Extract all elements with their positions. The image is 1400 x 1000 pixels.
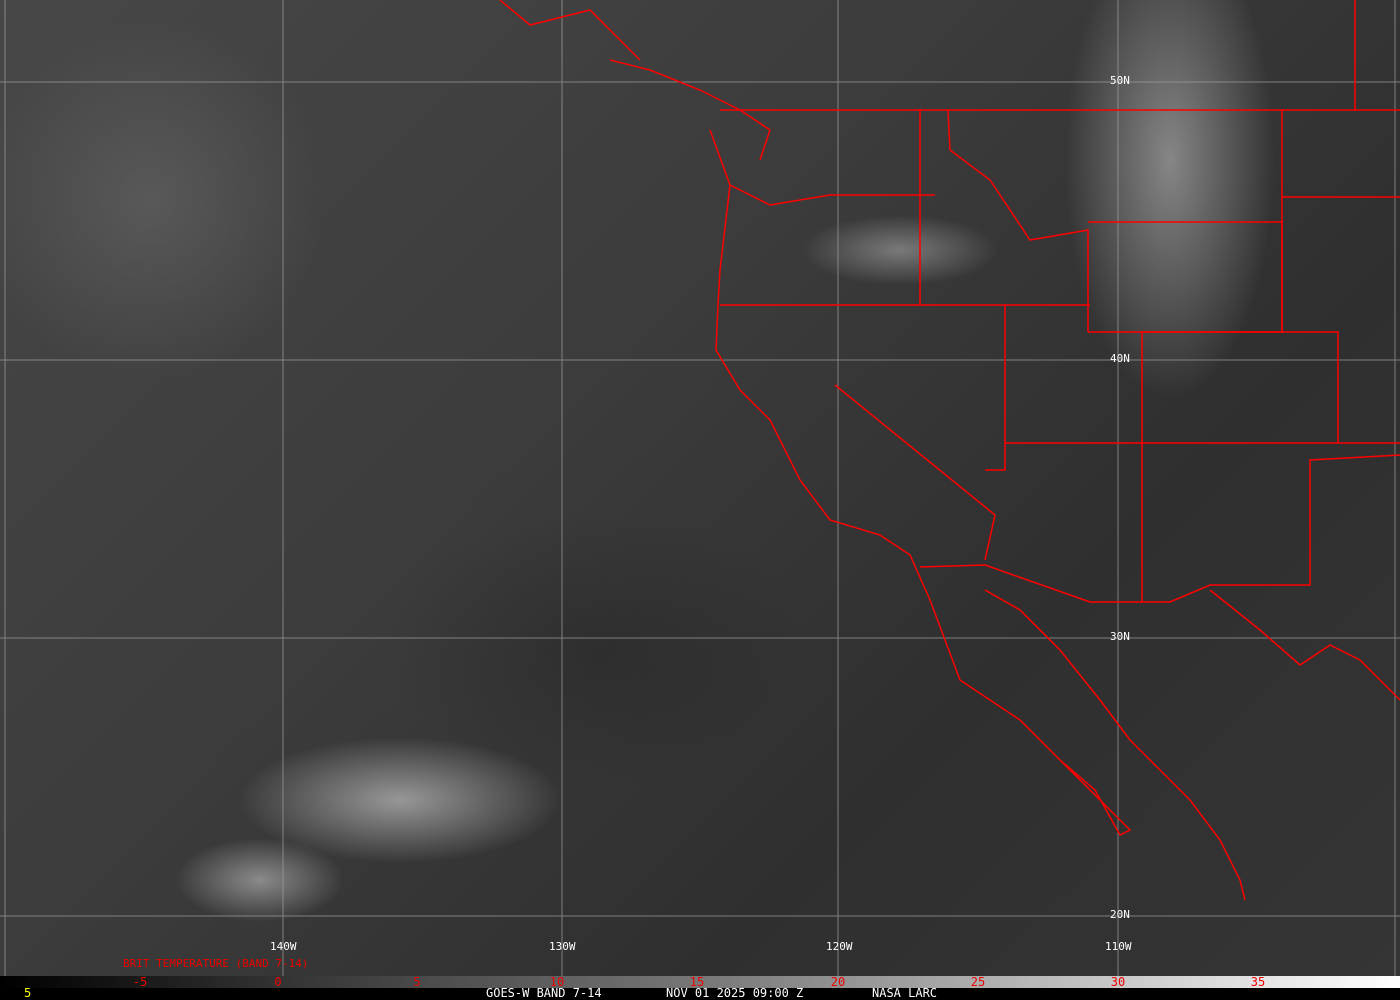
bc-coast (499, 0, 641, 61)
border-ca-nv (834, 384, 996, 561)
border-wy (1088, 221, 1283, 333)
colorbar-tick: 10 (549, 975, 565, 989)
colorbar-title: BRIT TEMPERATURE (BAND 7-14) (123, 957, 309, 970)
colorbar-tick: 30 (1110, 975, 1126, 989)
border-wa-or (729, 184, 935, 206)
border-us-mexico (919, 454, 1400, 603)
border-nv-east (985, 305, 1006, 471)
colorbar-tick: 15 (689, 975, 705, 989)
lat-lon-grid (0, 0, 1400, 976)
lat-label-30n: 30N (1110, 630, 1130, 643)
colorbar-tick: -5 (132, 975, 148, 989)
lat-label-50n: 50N (1110, 74, 1130, 87)
colorbar-tick: 35 (1250, 975, 1266, 989)
lon-label-140w: 140W (270, 940, 297, 953)
border-co (1142, 331, 1339, 443)
coastline-gulf (1209, 589, 1400, 701)
colorbar-tick: 0 (274, 975, 282, 989)
map-overlay (0, 0, 1400, 976)
footer-bar (0, 988, 1400, 1000)
lat-label-40n: 40N (1110, 352, 1130, 365)
lon-label-130w: 130W (549, 940, 576, 953)
frame-number: 5 (24, 986, 32, 1000)
lon-label-110w: 110W (1105, 940, 1132, 953)
satellite-image (0, 0, 1400, 976)
colorbar-tick: 20 (830, 975, 846, 989)
colorbar-tick: 25 (970, 975, 986, 989)
colorbar (0, 976, 1400, 988)
data-source: NASA LARC (872, 986, 938, 1000)
lat-label-20n: 20N (1110, 908, 1130, 921)
lon-label-120w: 120W (826, 940, 853, 953)
colorbar-tick: 5 (413, 975, 421, 989)
coastline-west (709, 129, 1132, 836)
political-borders (499, 0, 1400, 901)
coastline-mainland-mexico (984, 589, 1246, 901)
satellite-band: GOES-W BAND 7-14 (486, 986, 602, 1000)
vancouver-island (609, 59, 771, 161)
border-id-mt (947, 109, 1089, 332)
image-datetime: NOV 01 2025 09:00 Z (666, 986, 804, 1000)
